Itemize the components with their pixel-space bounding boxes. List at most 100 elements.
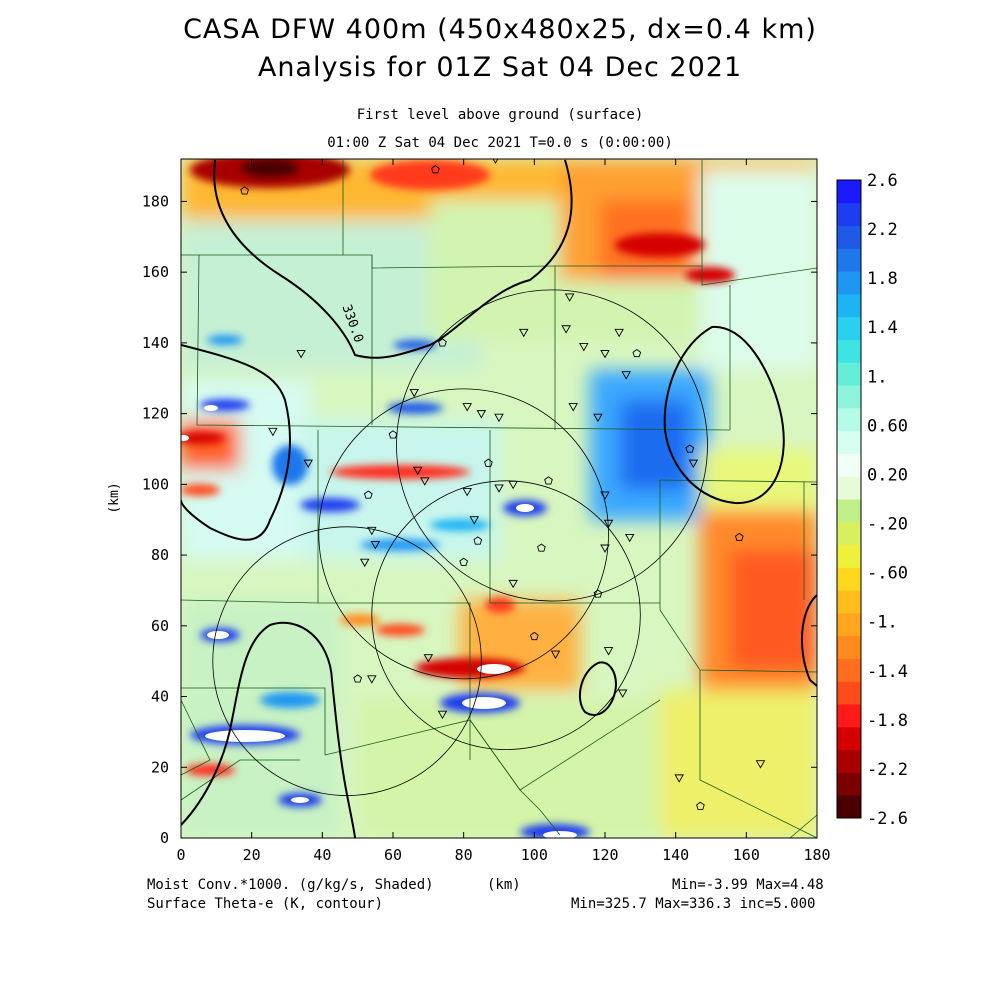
colorbar-swatch [837,225,861,249]
colorbar-label: -1. [867,613,898,633]
station-triangle [437,710,448,720]
station-pentagon [353,674,363,683]
colorbar-swatch [837,681,861,705]
station-triangle [508,480,518,490]
colorbar-swatch [837,795,861,819]
shaded-range: Min=-3.99 Max=4.48 [672,877,824,893]
x-tick-label: 140 [662,846,689,864]
colorbar-swatch [837,430,861,454]
colorbar-swatch [837,567,861,591]
y-tick-label: 20 [151,758,169,776]
theta-e-contours [181,159,817,838]
colorbar-swatch [837,590,861,614]
station-pentagon [240,186,249,195]
station-triangle [603,647,614,656]
station-triangle [755,760,766,769]
station-triangle [494,484,504,493]
x-axis-label: (km) [487,877,521,893]
y-tick-label: 160 [142,263,169,281]
station-triangle [624,533,635,543]
station-triangle [674,774,684,783]
station-pentagon [593,589,603,598]
colorbar-swatch [837,704,861,728]
station-pentagon [529,631,539,641]
station-triangle [600,544,610,553]
station-triangle [296,350,306,359]
station-pentagon [388,430,398,439]
colorbar-label: 2.2 [867,220,898,240]
station-triangle [508,579,518,589]
colorbar-swatch [837,499,861,523]
station-pentagon [473,536,483,545]
county-boundaries [181,160,817,838]
y-axis-label: (km) [107,482,122,513]
y-tick-label: 140 [142,334,169,352]
x-tick-label: 80 [455,846,473,864]
station-triangle [600,350,610,359]
contour-range: Min=325.7 Max=336.3 inc=5.000 [571,896,816,912]
colorbar-swatch [837,385,861,409]
station-triangle [518,328,529,338]
colorbar-swatch [837,248,861,272]
y-tick-label: 40 [151,688,169,706]
x-tick-label: 160 [733,846,760,864]
x-tick-label: 40 [313,846,331,864]
colorbar-swatch [837,339,861,363]
station-pentagon [363,490,373,499]
station-pentagon [685,444,695,453]
station-triangle [614,328,624,338]
colorbar-label: 0.20 [867,465,908,485]
colorbar-swatch [837,362,861,386]
colorbar-swatch [837,202,861,227]
colorbar-label: -.60 [867,564,908,584]
station-triangle [423,654,434,663]
station-triangle [303,459,313,469]
station-triangle [621,371,631,380]
x-tick-label: 180 [803,846,830,864]
station-pentagon [537,543,546,552]
level-label: First level above ground (surface) [356,107,644,123]
colorbar-label: -1.8 [867,711,908,731]
colorbar-swatch [837,749,861,773]
colorbar-swatch [837,658,861,682]
x-tick-label: 100 [521,846,548,864]
station-triangle [409,388,419,398]
y-tick-label: 60 [151,617,169,635]
colorbar-swatch [837,407,861,432]
radar-ring [396,289,708,602]
colorbar-label: 1. [867,367,887,387]
station-triangle [469,516,480,525]
colorbar-swatch [837,612,861,637]
y-tick-label: 120 [142,405,169,423]
y-tick-label: 180 [142,192,169,210]
colorbar-label: -1.4 [867,662,908,682]
station-triangle [462,403,472,412]
colorbar-swatch [837,453,861,477]
colorbar-label: 2.6 [867,171,898,191]
x-axis: 0 20 40 60 80 100 120 140 160 180 [176,159,831,864]
x-tick-label: 60 [384,846,402,864]
station-triangle [561,325,571,334]
station-triangle [370,541,381,550]
y-tick-label: 0 [160,829,169,847]
time-label: 01:00 Z Sat 04 Dec 2021 T=0.0 s (0:00:00… [327,135,673,151]
x-tick-label: 120 [591,846,618,864]
x-tick-label: 20 [243,846,261,864]
station-triangle [593,413,603,423]
station-triangle [550,650,561,660]
colorbar-label: -2.6 [867,809,908,829]
station-pentagon [431,165,440,174]
station-pentagon [632,348,642,358]
station-pentagon [438,338,447,347]
station-triangle [268,427,278,437]
colorbar-label: 1.8 [867,269,898,289]
colorbar-swatch [837,316,861,340]
colorbar-label: -2.2 [867,760,908,780]
station-triangle [568,403,578,412]
station-pentagon [544,476,553,485]
station-triangle [603,519,614,529]
colorbar-swatch [837,271,861,295]
colorbar-swatch [837,772,861,796]
colorbar-label: 0.60 [867,416,908,436]
